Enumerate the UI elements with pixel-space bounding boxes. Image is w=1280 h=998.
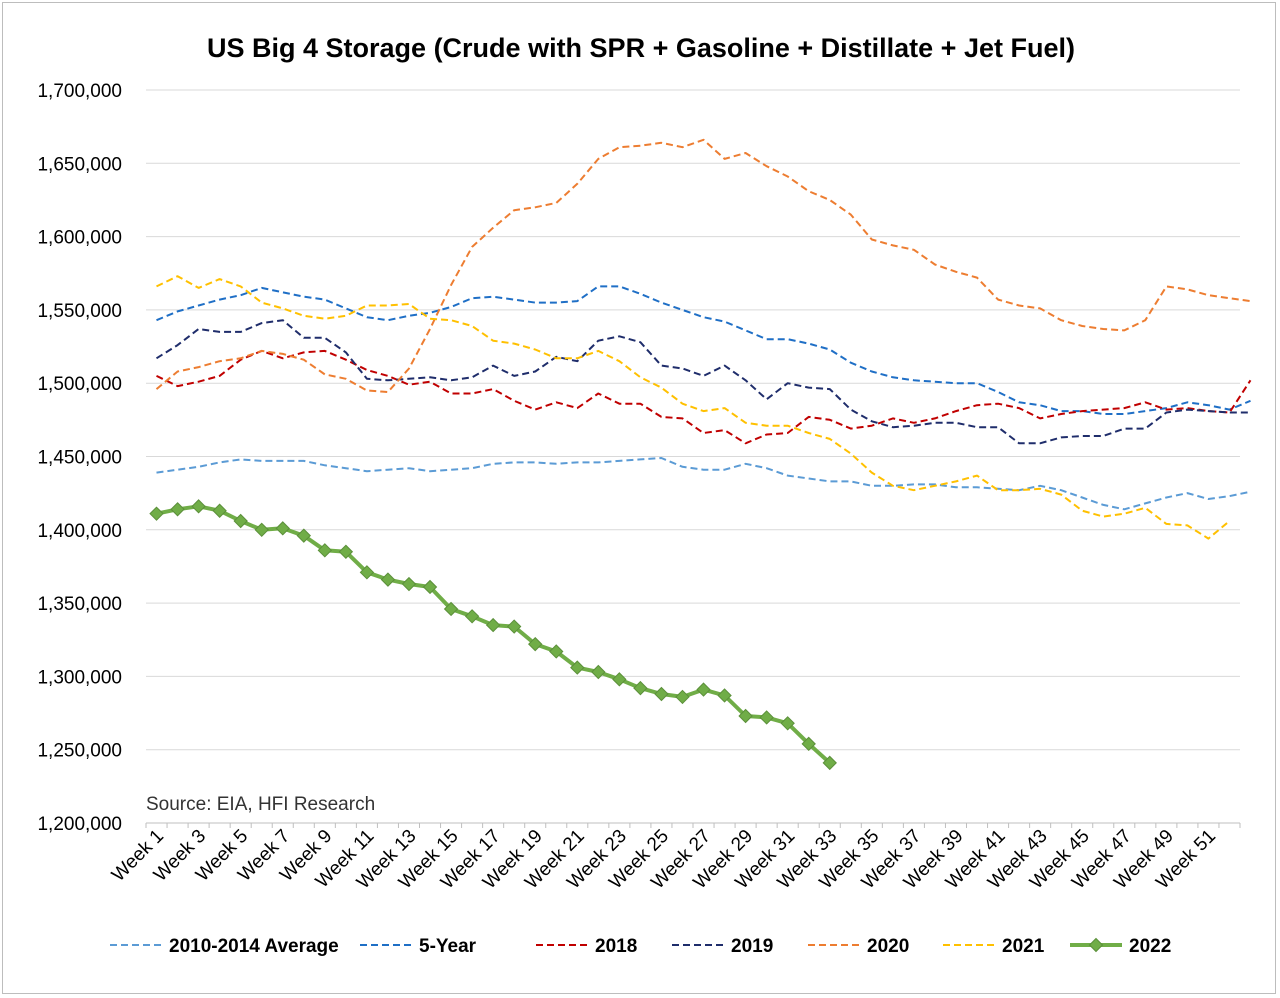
y-tick-label: 1,550,000: [37, 301, 122, 322]
y-axis-ticks: 1,200,000 1,250,000 1,300,000 1,350,000 1,40…: [37, 81, 122, 835]
data-point-2022: [738, 708, 753, 724]
data-point-2022: [149, 506, 164, 521]
y-tick-label: 1,350,000: [37, 594, 122, 615]
gridlines: [146, 89, 1240, 824]
data-point-2022: [506, 619, 522, 634]
series-line-2019: [155, 319, 1251, 445]
legend-entry: 2018: [536, 936, 637, 957]
series-line-2022: [156, 504, 832, 765]
y-tick-label: 1,500,000: [37, 374, 122, 395]
series-line-2020: [155, 138, 1251, 393]
data-point-2022: [717, 688, 732, 703]
data-point-2022: [170, 502, 185, 517]
data-point-2022: [633, 680, 648, 696]
legend-label: 2022: [1129, 936, 1171, 957]
data-point-2022: [275, 521, 290, 536]
data-point-2022: [612, 672, 627, 687]
legend-label: 2019: [731, 936, 773, 957]
y-tick-label: 1,600,000: [37, 228, 122, 249]
data-point-2022: [443, 601, 459, 617]
legend-entry: 2020: [808, 936, 909, 957]
data-point-2022: [464, 609, 480, 624]
series-lines: [149, 138, 1252, 771]
data-point-2022: [401, 576, 417, 592]
y-tick-label: 1,400,000: [37, 521, 122, 542]
data-point-2022: [485, 617, 501, 633]
data-point-2022: [759, 710, 774, 725]
legend-label: 5-Year: [419, 936, 477, 957]
data-point-2022: [191, 499, 206, 514]
y-tick-label: 1,300,000: [37, 667, 122, 688]
series-line-2021: [156, 275, 1231, 540]
legend-entry: 2010-2014 Average: [110, 936, 339, 957]
data-point-2022: [675, 689, 690, 705]
data-point-2022: [549, 644, 564, 659]
data-point-2022: [254, 522, 269, 538]
series-line-2010-2014-average: [156, 457, 1251, 511]
data-point-2022: [296, 528, 311, 543]
series-line-5-year: [156, 285, 1251, 415]
series-line-2018: [156, 349, 1252, 445]
data-point-2022: [780, 716, 795, 731]
data-point-2022: [422, 579, 438, 595]
data-point-2022: [801, 736, 816, 752]
data-point-2022: [528, 636, 543, 652]
data-point-2022: [822, 755, 837, 771]
legend-entry: 2022: [1070, 936, 1171, 957]
data-point-2022: [317, 543, 333, 558]
data-point-2022: [591, 664, 606, 680]
legend: 2010-2014 Average 5-Year 2018 2019 2020 2021 2…: [110, 936, 1171, 957]
legend-label: 2020: [867, 936, 909, 957]
y-tick-label: 1,200,000: [37, 814, 122, 835]
source-note: Source: EIA, HFI Research: [146, 794, 375, 815]
chart-title: US Big 4 Storage (Crude with SPR + Gasol…: [207, 33, 1075, 63]
data-point-2022: [570, 660, 585, 675]
y-tick-label: 1,450,000: [37, 448, 122, 469]
y-tick-label: 1,700,000: [37, 81, 122, 102]
legend-entry: 2019: [672, 936, 773, 957]
legend-label: 2018: [595, 936, 637, 957]
data-point-2022: [654, 686, 669, 702]
legend-marker: [1088, 937, 1104, 953]
y-tick-label: 1,250,000: [37, 741, 122, 762]
legend-label: 2021: [1002, 936, 1045, 957]
data-point-2022: [380, 572, 396, 587]
data-point-2022: [233, 513, 248, 529]
data-point-2022: [338, 544, 354, 559]
y-tick-label: 1,650,000: [37, 154, 122, 175]
legend-entry: 2021: [943, 936, 1045, 957]
data-point-2022: [212, 503, 227, 518]
legend-label: 2010-2014 Average: [169, 936, 339, 957]
data-point-2022: [359, 565, 375, 580]
legend-entry: 5-Year: [360, 936, 477, 957]
data-point-2022: [696, 682, 711, 697]
